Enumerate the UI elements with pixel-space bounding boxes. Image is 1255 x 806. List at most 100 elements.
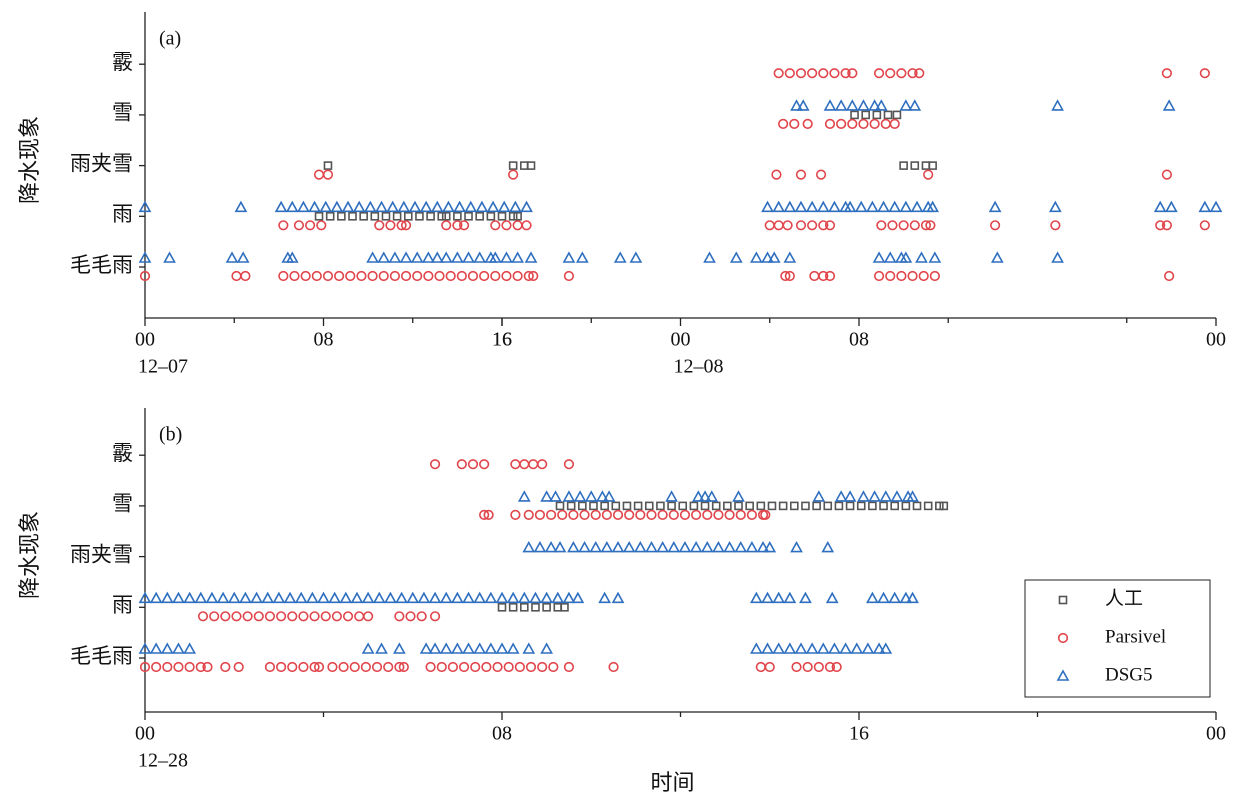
x-tick-label: 00 (135, 329, 155, 351)
circle-marker (528, 459, 539, 470)
triangle-marker (689, 540, 703, 553)
triangle-marker (506, 642, 520, 654)
circle-marker (873, 68, 885, 79)
triangle-marker (854, 200, 868, 213)
circle-marker (298, 661, 309, 673)
triangle-marker (216, 591, 230, 604)
square-marker (497, 212, 507, 221)
triangle-marker (551, 591, 565, 604)
circle-marker (400, 220, 412, 231)
panel-label: (b) (159, 424, 182, 446)
square-marker (861, 110, 870, 120)
square-marker (912, 501, 922, 511)
circle-marker (657, 509, 668, 521)
circle-marker (746, 509, 758, 521)
triangle-marker (138, 251, 152, 263)
circle-marker (802, 661, 813, 673)
triangle-marker (160, 591, 174, 604)
square-marker (879, 501, 888, 511)
circle-marker (322, 270, 334, 282)
square-marker (453, 212, 462, 221)
triangle-marker (462, 642, 475, 654)
circle-marker (782, 220, 793, 231)
triangle-marker (816, 200, 830, 213)
triangle-marker (821, 540, 835, 553)
square-marker (745, 501, 754, 511)
x-tick-label: 00 (135, 723, 155, 745)
square-marker (812, 501, 821, 511)
triangle-marker (366, 251, 379, 263)
circle-marker (1155, 220, 1166, 231)
triangle-marker (816, 642, 830, 654)
triangle-marker (861, 642, 875, 654)
circle-marker (434, 270, 445, 282)
square-marker (437, 212, 447, 221)
circle-marker (795, 220, 807, 231)
square-marker (667, 501, 676, 511)
circle-marker (724, 509, 735, 521)
y-axis-label: 降水现象 (17, 511, 42, 599)
triangle-marker (529, 591, 542, 604)
triangle-marker (194, 591, 208, 604)
square-marker (600, 501, 609, 511)
square-marker (872, 110, 882, 120)
square-marker (441, 212, 451, 221)
square-marker (622, 501, 632, 511)
circle-marker (847, 68, 858, 79)
circle-marker (371, 661, 383, 673)
triangle-marker (339, 591, 353, 604)
circle-marker (360, 661, 371, 673)
triangle-marker (761, 200, 774, 213)
triangle-marker (236, 251, 250, 263)
triangle-marker (567, 540, 580, 553)
circle-marker (436, 661, 447, 673)
square-marker (845, 501, 855, 511)
square-marker (611, 501, 621, 511)
triangle-marker (408, 200, 422, 213)
triangle-marker (138, 200, 152, 213)
triangle-marker (172, 591, 185, 604)
square-marker (823, 501, 833, 511)
circle-marker (445, 270, 456, 282)
triangle-marker (297, 200, 310, 213)
circle-marker (447, 661, 459, 673)
circle-marker (563, 459, 575, 470)
x-tick-label: 00 (671, 329, 691, 351)
circle-marker (815, 169, 827, 180)
circle-marker (807, 220, 818, 231)
triangle-marker (430, 200, 444, 213)
triangle-marker (442, 200, 455, 213)
triangle-marker (285, 251, 299, 263)
circle-marker (813, 661, 824, 673)
square-marker (508, 602, 518, 612)
circle-marker (278, 270, 289, 282)
circle-marker (824, 118, 836, 129)
triangle-marker (611, 591, 625, 604)
circle-marker (231, 611, 242, 622)
triangle-marker (763, 540, 777, 553)
circle-marker (887, 220, 898, 231)
square-marker (348, 212, 357, 221)
triangle-marker (928, 251, 942, 263)
circle-marker (537, 459, 548, 470)
circle-marker (784, 68, 795, 79)
square-marker (678, 501, 688, 511)
square-marker (834, 501, 844, 511)
circle-marker (512, 220, 523, 231)
circle-marker (322, 169, 334, 180)
triangle-marker (486, 200, 500, 213)
triangle-marker (234, 200, 248, 213)
triangle-marker (384, 591, 397, 604)
circle-marker (876, 220, 887, 231)
triangle-marker (261, 591, 275, 604)
triangle-marker (352, 200, 366, 213)
triangle-marker (419, 642, 433, 654)
triangle-marker (524, 251, 538, 263)
circle-marker (233, 661, 244, 673)
circle-marker (479, 270, 490, 282)
triangle-marker (183, 642, 196, 654)
circle-marker (809, 270, 820, 282)
triangle-marker (495, 642, 509, 654)
x-date-label: 12–28 (138, 750, 188, 772)
triangle-marker (761, 251, 774, 263)
